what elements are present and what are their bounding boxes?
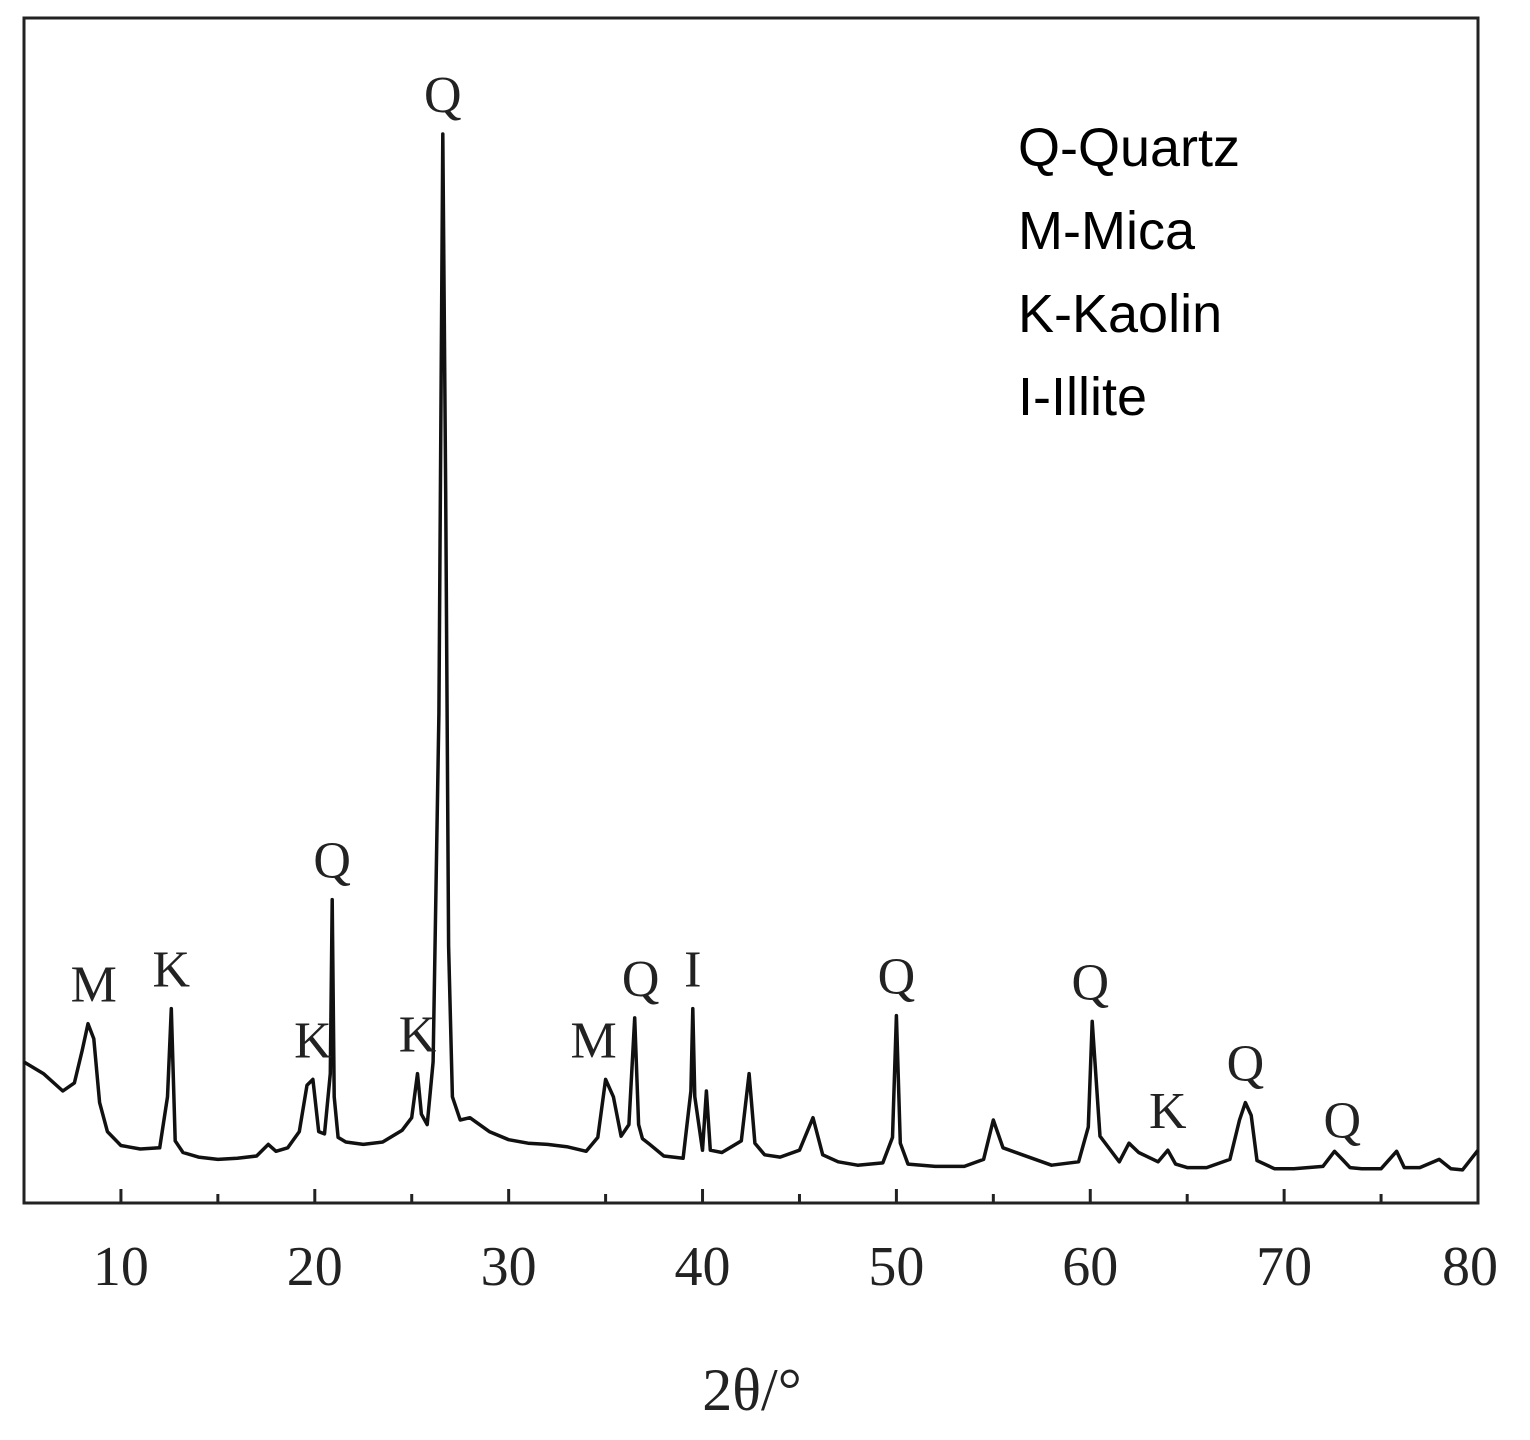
x-tick-label: 30 — [481, 1236, 537, 1298]
legend-entry-illite: I-Illite — [1018, 367, 1147, 427]
legend: Q-Quartz M-Mica K-Kaolin I-Illite — [1018, 118, 1240, 427]
legend-entry-mica: M-Mica — [1018, 201, 1196, 261]
peak-label: K — [1149, 1083, 1187, 1140]
peak-label: Q — [313, 833, 351, 890]
x-tick-labels: 10 20 30 40 50 60 70 80 — [93, 1236, 1498, 1298]
peak-label: K — [294, 1012, 332, 1069]
x-tick-label: 50 — [868, 1236, 924, 1298]
peak-label: Q — [1227, 1036, 1265, 1093]
peak-label: Q — [424, 67, 462, 124]
legend-entry-kaolin: K-Kaolin — [1018, 284, 1222, 344]
x-ticks — [119, 1189, 1383, 1203]
peak-label: Q — [1324, 1092, 1362, 1149]
peak-label: M — [71, 957, 117, 1014]
x-tick-label: 20 — [287, 1236, 343, 1298]
peak-label: M — [570, 1012, 616, 1069]
peak-label: Q — [1072, 954, 1110, 1011]
peak-label: K — [399, 1007, 437, 1064]
legend-entry-quartz: Q-Quartz — [1018, 118, 1240, 178]
x-tick-label: 80 — [1442, 1236, 1498, 1298]
x-axis-label: 2θ/° — [702, 1357, 801, 1423]
x-tick-label: 70 — [1256, 1236, 1312, 1298]
xrd-series-line — [23, 132, 1480, 1172]
x-tick-label: 60 — [1062, 1236, 1118, 1298]
peak-label: Q — [878, 949, 916, 1006]
x-tick-label: 40 — [675, 1236, 731, 1298]
peak-label: I — [684, 942, 701, 999]
peak-label: Q — [622, 951, 660, 1008]
peak-label: K — [153, 942, 191, 999]
plot-frame — [22, 16, 1480, 1205]
x-tick-label: 10 — [93, 1236, 149, 1298]
